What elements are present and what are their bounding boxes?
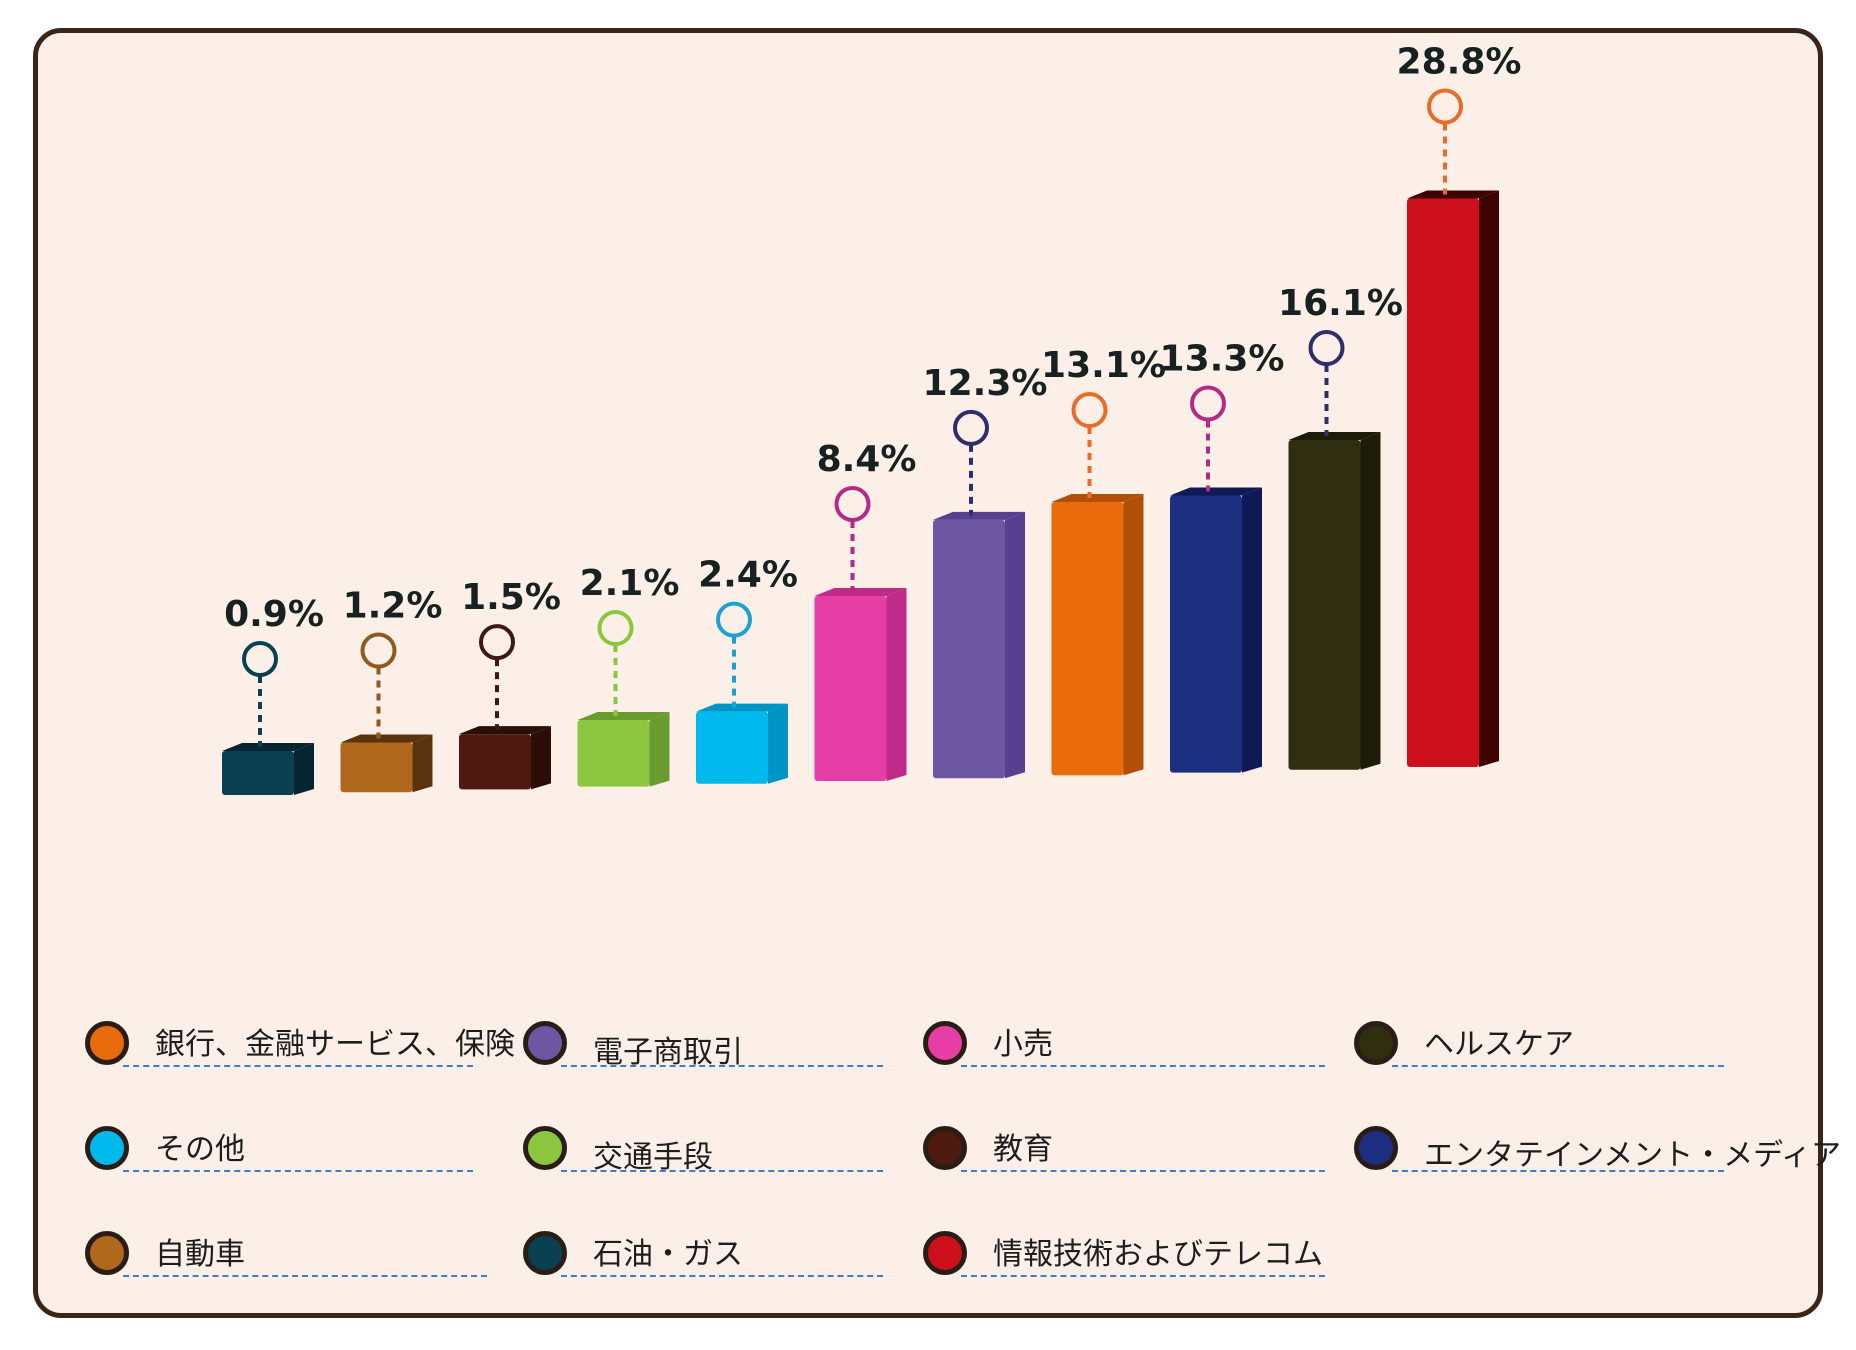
bar-side	[1360, 432, 1381, 770]
bar	[1288, 440, 1361, 770]
legend-swatch	[923, 1231, 967, 1275]
legend-divider	[961, 1065, 1325, 1067]
legend-divider	[123, 1275, 487, 1277]
bar-top	[1288, 432, 1381, 441]
bar-top	[933, 511, 1025, 520]
legend-label: 電子商取引	[593, 1035, 743, 1070]
value-marker	[479, 624, 515, 661]
data-label: 13.1%	[1041, 345, 1166, 386]
legend-label: 自動車	[155, 1237, 245, 1272]
legend-label: 教育	[993, 1132, 1053, 1167]
bar-side	[1479, 190, 1499, 768]
bar-top	[222, 743, 314, 751]
bar-top	[696, 703, 788, 712]
chart-card: 0.9% 1.2% 1.5% 2.1% 2.4% 8.4% 12.3% 13.1% 13.3% 1…	[33, 28, 1841, 1318]
data-label: 2.1%	[580, 563, 680, 604]
bar-side	[1242, 487, 1262, 773]
legend-divider	[961, 1170, 1325, 1172]
legend-swatch	[523, 1126, 567, 1170]
bar-top	[1170, 487, 1262, 496]
bar	[696, 711, 768, 784]
legend-label: 情報技術およびテレコム	[993, 1237, 1323, 1272]
legend-swatch	[523, 1021, 567, 1065]
legend-swatch	[1354, 1021, 1398, 1065]
legend-label: エンタテインメント・メディア	[1424, 1138, 1841, 1173]
bar	[459, 734, 531, 790]
legend-label: 小売	[993, 1027, 1053, 1062]
bar-side	[886, 588, 907, 781]
value-marker	[1308, 330, 1345, 367]
legend-swatch	[85, 1021, 129, 1065]
legend-divider	[1392, 1170, 1724, 1172]
bar	[577, 720, 650, 787]
bar	[1407, 198, 1479, 768]
value-marker	[1071, 392, 1108, 429]
value-marker	[1190, 385, 1226, 422]
legend-divider	[123, 1170, 473, 1172]
legend-divider	[561, 1065, 883, 1067]
data-label: 8.4%	[817, 439, 917, 480]
bar-top	[340, 734, 433, 743]
bar-side	[294, 743, 314, 795]
legend-divider	[961, 1275, 1325, 1277]
data-label: 0.9%	[224, 594, 324, 635]
data-label: 28.8%	[1397, 41, 1522, 82]
legend-swatch	[923, 1126, 967, 1170]
legend-label: 石油・ガス	[593, 1237, 743, 1272]
data-label: 1.5%	[461, 577, 561, 618]
bar	[814, 596, 887, 781]
value-marker	[953, 409, 989, 446]
data-label: 13.3%	[1160, 338, 1285, 379]
bar-side	[1123, 494, 1144, 776]
bar-side	[768, 703, 788, 784]
legend-swatch	[85, 1231, 129, 1275]
value-marker	[716, 601, 752, 638]
bar	[222, 751, 294, 795]
legend-swatch	[923, 1021, 967, 1065]
legend-swatch	[1354, 1126, 1398, 1170]
value-marker	[360, 632, 397, 669]
bar-top	[577, 712, 670, 721]
value-marker	[597, 610, 634, 647]
bar-chart: 0.9% 1.2% 1.5% 2.1% 2.4% 8.4%12.3%13.1%13.3% 1…	[222, 41, 1522, 795]
legend-swatch	[523, 1231, 567, 1275]
legend-label: 交通手段	[593, 1140, 713, 1175]
bar	[1170, 495, 1242, 773]
bar	[340, 742, 413, 793]
bar-side	[649, 712, 670, 787]
legend-divider	[1392, 1065, 1724, 1067]
data-label: 1.2%	[343, 586, 443, 627]
bar	[1051, 502, 1124, 776]
value-marker	[834, 486, 871, 522]
bar-side	[531, 726, 551, 790]
bar-side	[1005, 511, 1025, 779]
bar-top	[1051, 494, 1144, 503]
legend-divider	[561, 1170, 883, 1172]
legend-label: その他	[155, 1132, 245, 1167]
legend-swatch	[85, 1126, 129, 1170]
bar	[933, 519, 1005, 779]
data-label: 16.1%	[1278, 283, 1403, 324]
legend-divider	[123, 1065, 473, 1067]
legend-divider	[561, 1275, 883, 1277]
bar-top	[459, 726, 551, 735]
bar-side	[412, 734, 433, 793]
bar-top	[1407, 190, 1499, 199]
data-label: 2.4%	[698, 555, 798, 596]
bar-top	[814, 588, 907, 596]
legend-label: ヘルスケア	[1424, 1027, 1574, 1062]
value-marker	[1427, 88, 1463, 125]
value-marker	[242, 641, 278, 677]
data-label: 12.3%	[923, 363, 1048, 404]
legend-label: 銀行、金融サービス、保険	[155, 1027, 515, 1062]
